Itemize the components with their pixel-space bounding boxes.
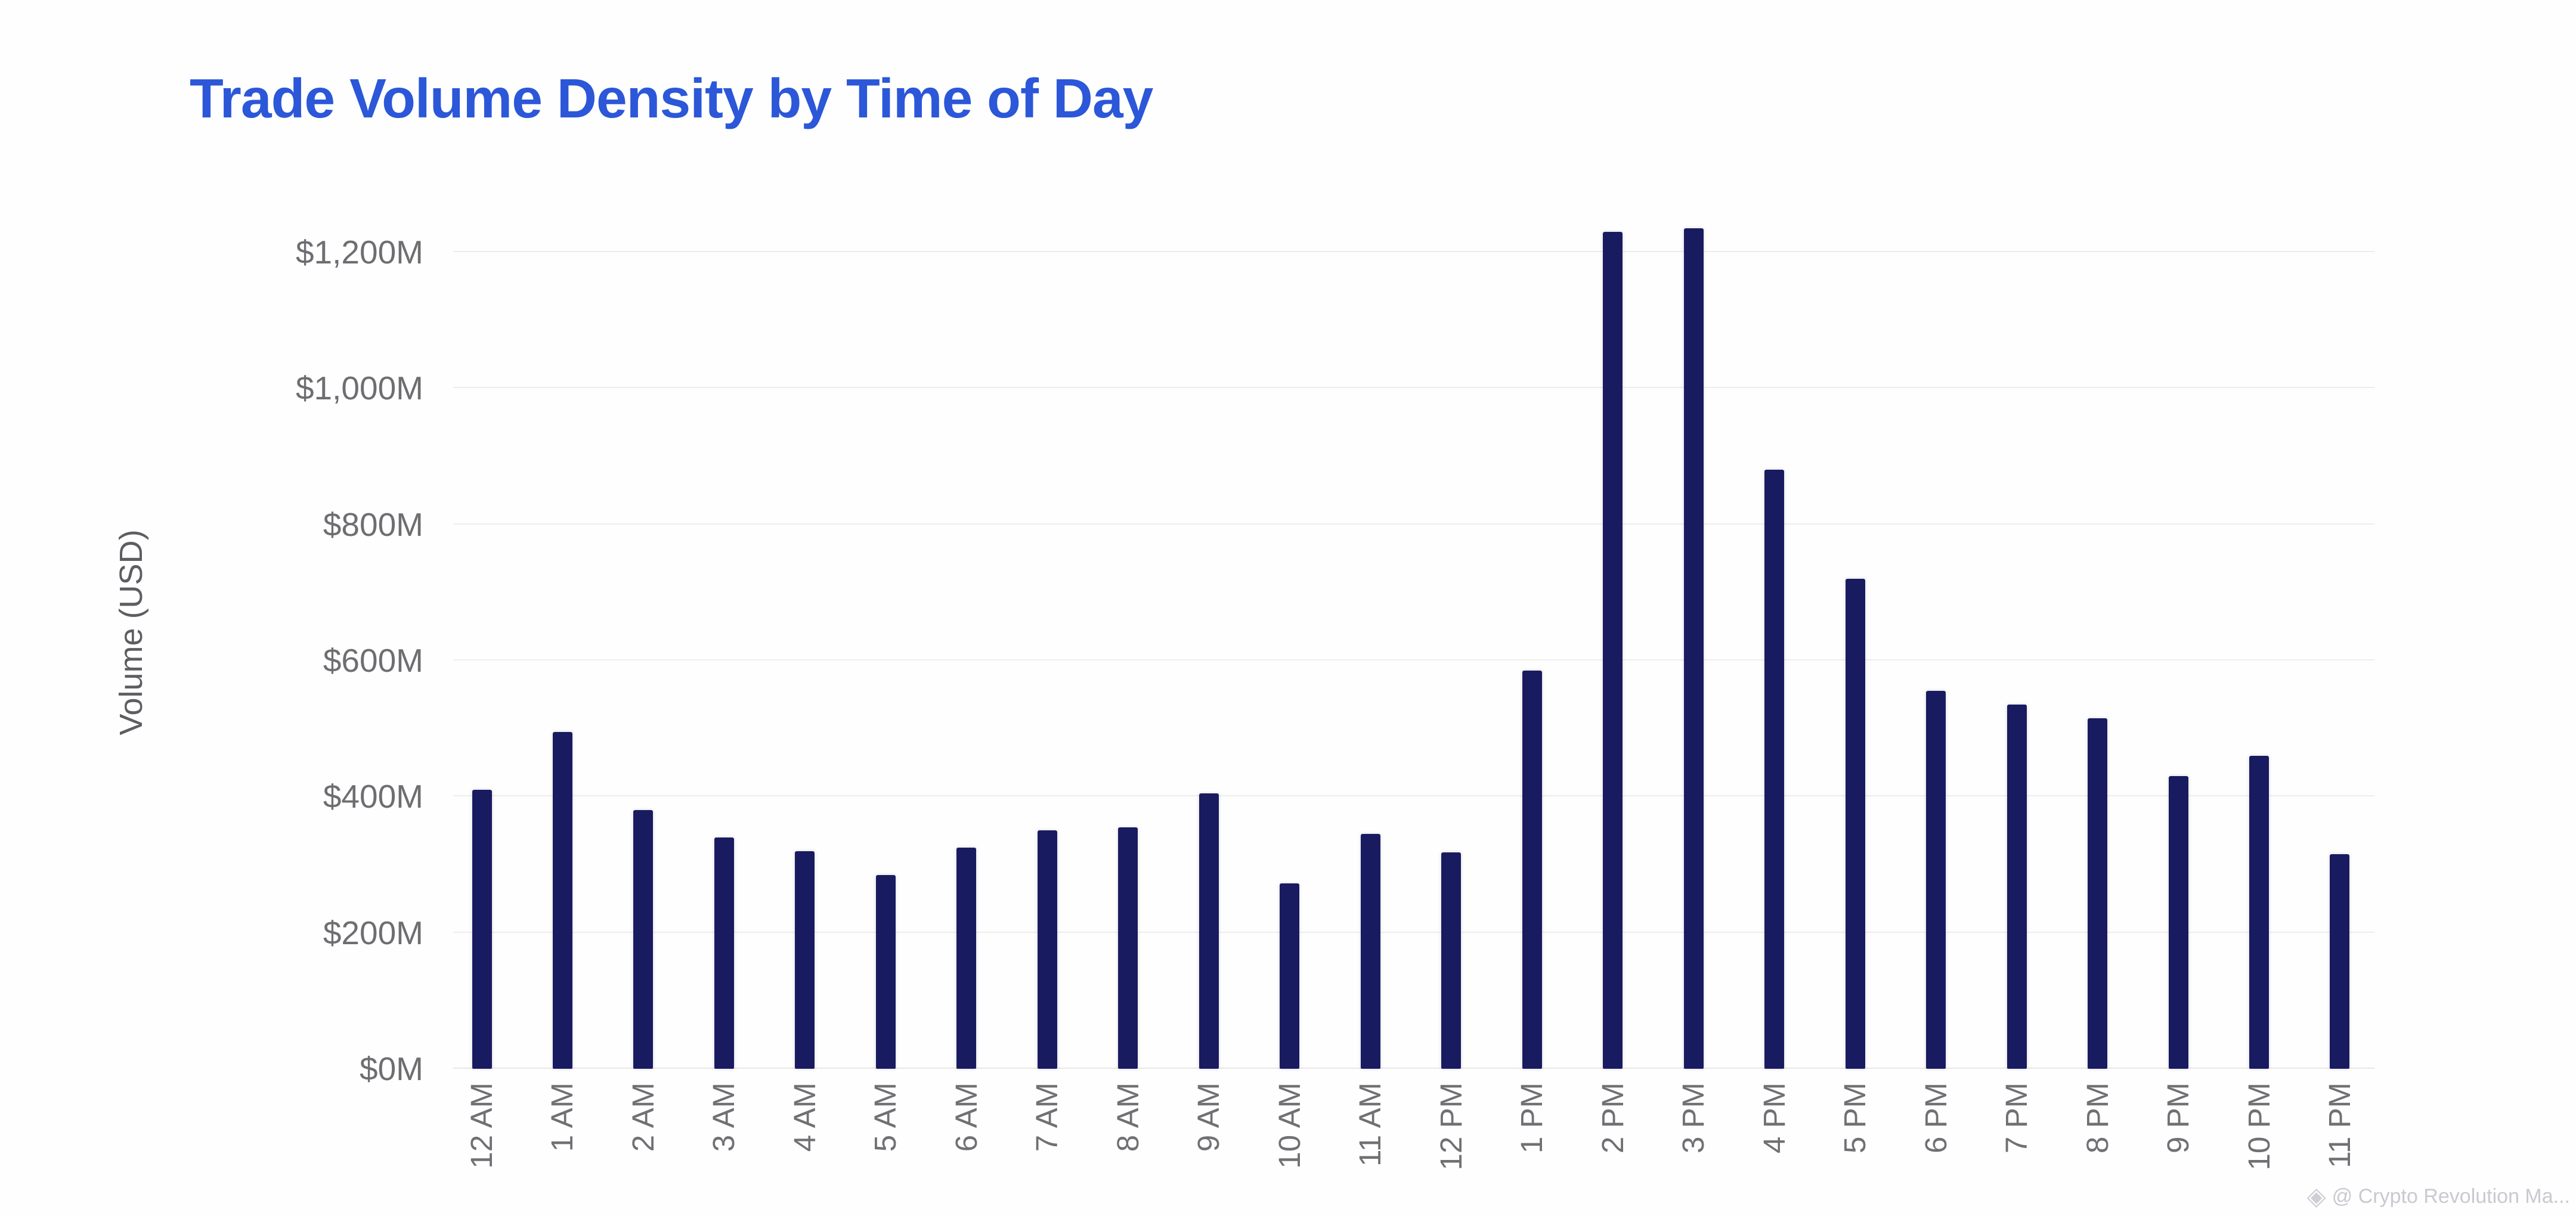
bar-1pm [1522, 671, 1542, 1069]
gridline-1200 [453, 251, 2374, 252]
chart-title: Trade Volume Density by Time of Day [190, 67, 1153, 129]
bar-12pm [1441, 852, 1462, 1069]
x-tick-label: 8 PM [2080, 1082, 2114, 1154]
watermark-text: @ Crypto Revolution Ma... [2332, 1184, 2570, 1208]
x-tick-label: 10 AM [1272, 1082, 1306, 1169]
x-tick-label: 2 PM [1595, 1082, 1630, 1154]
y-tick-label: $1,000M [295, 370, 423, 407]
plot-area: 12 AM 1 AM 2 AM 3 AM 4 AM 5 AM 6 AM 7 AM 8 AM 9 A… [453, 227, 2374, 1170]
bar-10am [1280, 883, 1300, 1069]
x-tick-label: 11 AM [1353, 1082, 1388, 1167]
crypto-diamond-logo-icon: ◈ [2306, 1182, 2326, 1210]
gridline-200 [453, 931, 2374, 933]
x-tick-label: 1 PM [1515, 1082, 1549, 1154]
bar-8pm [2088, 718, 2108, 1069]
bar-7pm [2007, 705, 2027, 1069]
bar-3am [714, 837, 734, 1069]
x-tick-label: 10 PM [2241, 1082, 2276, 1171]
bar-11pm [2330, 854, 2350, 1069]
bar-7am [1037, 830, 1057, 1069]
gridline-1000 [453, 387, 2374, 389]
bar-9am [1199, 793, 1219, 1069]
x-tick-label: 6 PM [1918, 1082, 1953, 1154]
bar-1am [552, 732, 572, 1069]
bar-12am [472, 790, 492, 1069]
x-tick-label: 3 PM [1676, 1082, 1711, 1154]
bar-4am [795, 851, 815, 1069]
x-tick-label: 7 PM [1999, 1082, 2034, 1154]
y-tick-label: $200M [323, 914, 423, 951]
x-tick-label: 3 AM [707, 1082, 741, 1152]
bar-6am [956, 848, 977, 1069]
x-tick-label: 12 PM [1433, 1082, 1468, 1171]
gridline-800 [453, 523, 2374, 525]
bar-10pm [2249, 756, 2270, 1069]
bar-8am [1118, 827, 1138, 1069]
x-tick-label: 9 PM [2161, 1082, 2196, 1154]
x-tick-label: 7 AM [1030, 1082, 1064, 1152]
bar-2am [633, 810, 654, 1069]
y-tick-label: $0M [360, 1050, 423, 1087]
x-tick-label: 5 PM [1838, 1082, 1872, 1154]
bar-3pm [1683, 228, 1704, 1069]
bar-5pm [1845, 579, 1865, 1069]
gridline-400 [453, 795, 2374, 797]
bar-2pm [1603, 232, 1623, 1069]
bar-5am [875, 875, 896, 1069]
x-tick-label: 2 AM [626, 1082, 660, 1152]
y-axis-title: Volume (USD) [113, 529, 149, 736]
x-tick-label: 6 AM [949, 1082, 983, 1152]
bar-11am [1360, 834, 1380, 1069]
gridline-600 [453, 659, 2374, 660]
x-tick-label: 4 AM [787, 1082, 822, 1152]
bar-9pm [2168, 776, 2188, 1069]
bar-4pm [1764, 470, 1785, 1069]
bar-6pm [1926, 691, 1946, 1069]
x-tick-label: 9 AM [1191, 1082, 1226, 1152]
x-tick-label: 4 PM [1757, 1082, 1791, 1154]
gridline-0 [453, 1068, 2374, 1069]
x-tick-label: 8 AM [1110, 1082, 1145, 1152]
watermark: ◈ @ Crypto Revolution Ma... [2306, 1184, 2570, 1209]
y-tick-label: $400M [323, 778, 423, 815]
y-tick-label: $600M [323, 642, 423, 679]
y-tick-label: $1,200M [295, 234, 423, 271]
x-tick-label: 12 AM [465, 1082, 499, 1169]
x-tick-label: 1 AM [545, 1082, 580, 1152]
y-tick-label: $800M [323, 505, 423, 543]
x-tick-label: 5 AM [868, 1082, 903, 1152]
